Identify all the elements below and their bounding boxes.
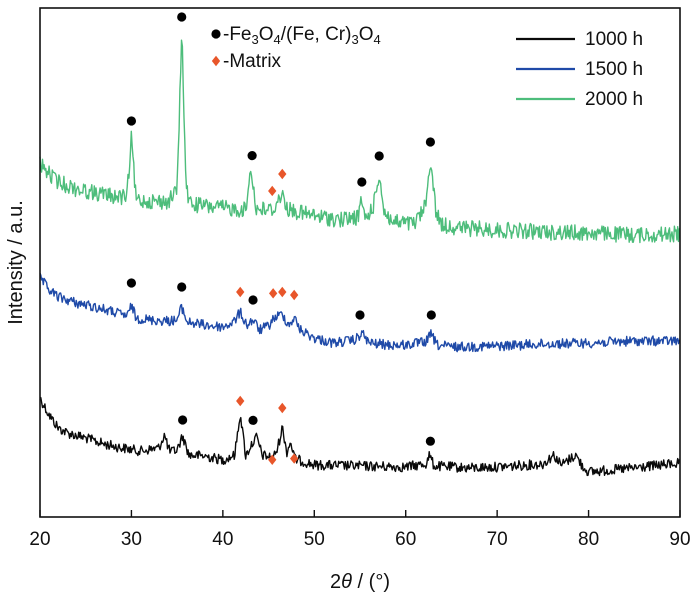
phase-marker-fe3o4 — [248, 415, 258, 425]
phase-marker-matrix — [268, 185, 277, 197]
series-line-3 — [39, 39, 681, 244]
phase-marker-fe3o4 — [357, 177, 367, 187]
phase-marker-fe3o4 — [355, 310, 365, 320]
x-tick-label: 90 — [669, 529, 690, 550]
phase-marker-fe3o4 — [126, 278, 137, 288]
marker-legend-label: -Fe3O4/(Fe, Cr)3O4 — [223, 24, 381, 47]
plot-frame — [39, 7, 681, 518]
series-line-1 — [39, 396, 681, 477]
y-axis-title: Intensity / a.u. — [5, 200, 27, 325]
x-axis-title: 2θ / (°) — [330, 571, 390, 593]
marker-legend-label: -Matrix — [223, 51, 282, 72]
legend-marker-diamond — [211, 55, 221, 67]
phase-marker-fe3o4 — [248, 295, 258, 305]
x-tick-label: 40 — [212, 529, 233, 550]
phase-marker-matrix — [236, 286, 245, 298]
series-legend: 1000 h 1500 h 2000 h — [516, 29, 643, 110]
phase-marker-matrix — [278, 168, 287, 180]
phase-marker-fe3o4 — [126, 116, 137, 126]
x-tick-label: 80 — [578, 529, 599, 550]
legend-label-2: 1500 h — [585, 59, 643, 80]
phase-marker-fe3o4 — [247, 151, 257, 161]
phase-marker-fe3o4 — [425, 436, 435, 446]
marker-legend: -Fe3O4/(Fe, Cr)3O4 -Matrix — [211, 24, 381, 72]
x-axis-ticks — [39, 510, 681, 517]
phase-marker-matrix — [268, 454, 277, 465]
phase-marker-matrix — [236, 395, 245, 407]
x-tick-label: 60 — [395, 529, 416, 550]
legend-label-1: 1000 h — [585, 29, 643, 50]
phase-marker-fe3o4 — [178, 415, 188, 425]
series-line-2 — [39, 272, 681, 353]
phase-marker-fe3o4 — [177, 12, 187, 22]
phase-marker-fe3o4 — [374, 151, 384, 161]
legend-label-3: 2000 h — [585, 89, 643, 110]
x-tick-label: 70 — [487, 529, 508, 550]
x-tick-label: 30 — [121, 529, 142, 550]
x-axis-tick-labels: 20 30 40 50 60 70 80 90 — [29, 529, 690, 550]
phase-marker-matrix — [290, 289, 299, 301]
phase-marker-matrix — [290, 453, 299, 464]
plot-lines — [39, 39, 681, 477]
phase-marker-fe3o4 — [426, 310, 436, 320]
legend-marker-circle — [211, 29, 221, 39]
phase-marker-matrix — [278, 402, 287, 414]
x-tick-label: 50 — [304, 529, 325, 550]
phase-marker-fe3o4 — [425, 137, 435, 147]
phase-marker-fe3o4 — [177, 282, 187, 292]
peak-markers — [126, 12, 436, 465]
phase-marker-matrix — [278, 286, 287, 298]
phase-marker-matrix — [268, 288, 278, 299]
x-tick-label: 20 — [29, 529, 50, 550]
